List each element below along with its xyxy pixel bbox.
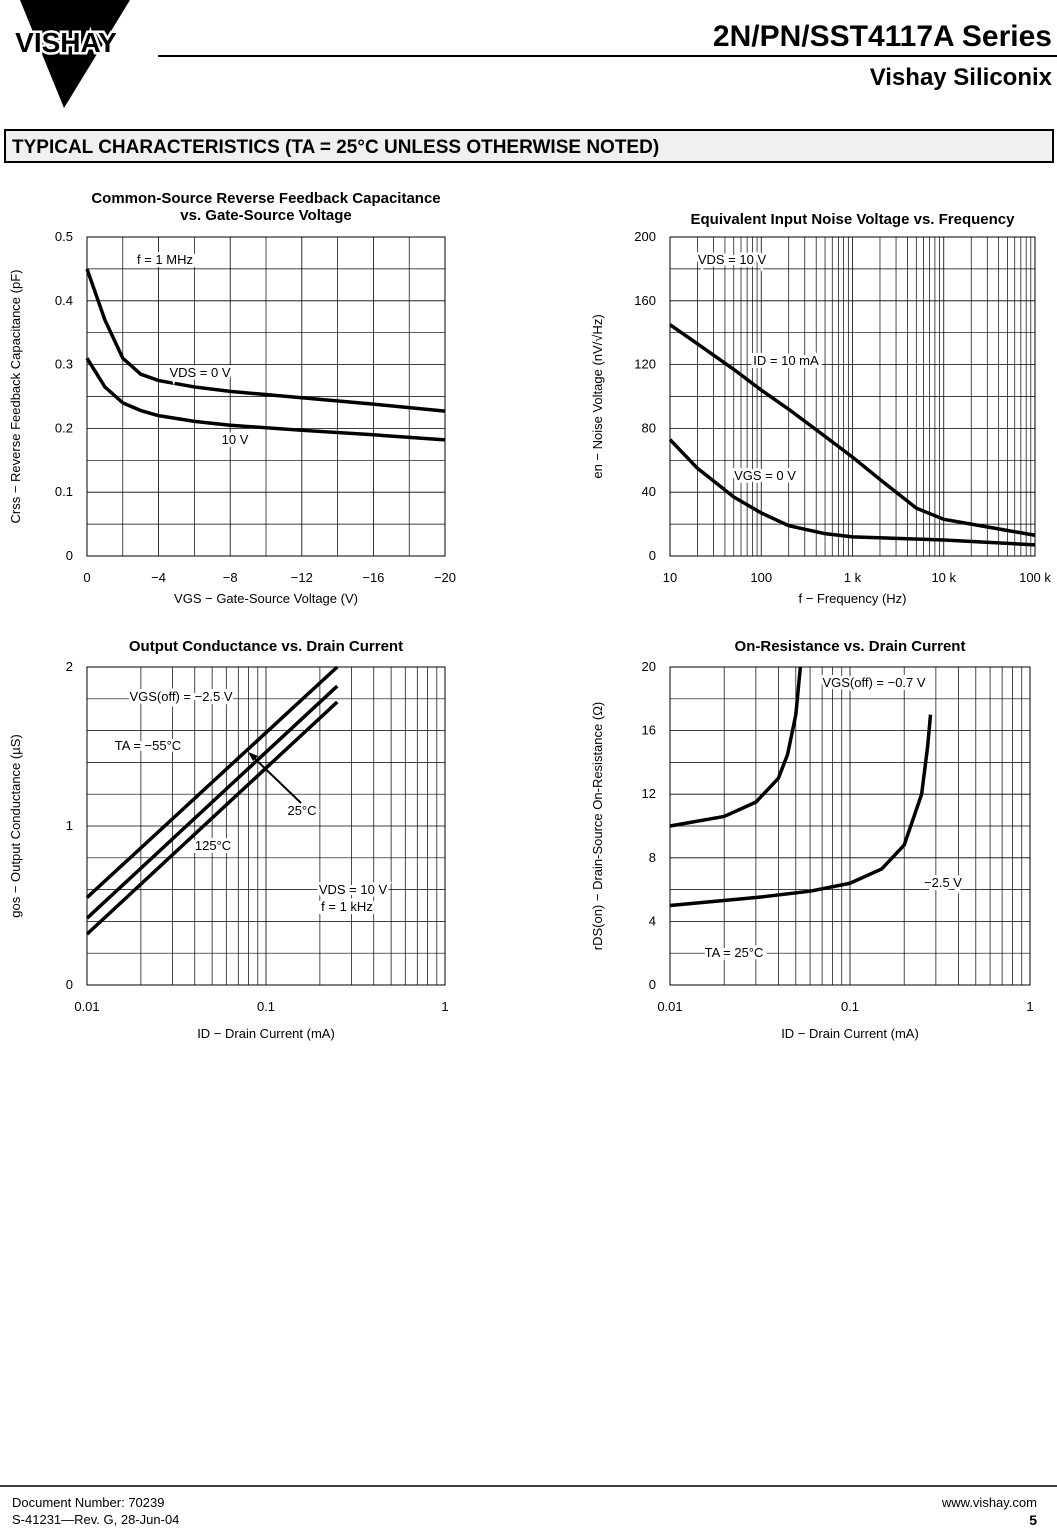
x-tick-label: 0 [83,570,90,585]
curve [85,268,446,413]
annotation: VDS = 10 V [698,252,767,267]
y-tick-label: 0.1 [55,484,73,499]
y-tick-label: 12 [642,786,656,801]
series-label: ID = 10 mA [753,353,819,368]
y-axis-label: rDS(on) − Drain-Source On-Resistance (Ω) [590,702,605,951]
y-tick-label: 0 [66,548,73,563]
series-label: TA = −55°C [115,738,181,753]
series-label: VGS(off) = −0.7 V [822,675,925,690]
y-tick-label: 0 [649,548,656,563]
x-tick-label: −16 [362,570,384,585]
x-tick-label: 100 k [1019,570,1051,585]
annotation: f = 1 MHz [137,252,193,267]
y-tick-label: 20 [642,659,656,674]
y-tick-label: 0.4 [55,293,73,308]
curve [85,700,339,936]
series-label: VDS = 0 V [169,365,230,380]
series-label: VGS = 0 V [734,468,796,483]
y-axis-label: en − Noise Voltage (nV/√Hz) [590,314,605,478]
x-tick-label: 1 [441,999,448,1014]
y-tick-label: 0 [649,977,656,992]
logo: VISHAY [15,27,117,58]
curve [85,665,339,899]
chart-title: Common-Source Reverse Feedback Capacitan… [91,190,440,207]
x-tick-label: 10 k [931,570,956,585]
page-number: 5 [1029,1512,1037,1527]
x-tick-label: −12 [291,570,313,585]
x-tick-label: 1 k [844,570,862,585]
y-tick-label: 0 [66,977,73,992]
x-tick-label: 0.1 [841,999,859,1014]
y-axis-label: gos − Output Conductance (µS) [8,734,23,917]
y-tick-label: 16 [642,723,656,738]
revision: S-41231—Rev. G, 28-Jun-04 [12,1512,179,1527]
y-tick-label: 160 [634,293,656,308]
y-tick-label: 2 [66,659,73,674]
y-tick-label: 0.3 [55,357,73,372]
x-axis-label: VGS − Gate-Source Voltage (V) [174,591,358,606]
y-axis-label: Crss − Reverse Feedback Capacitance (pF) [8,270,23,524]
annotation: TA = 25°C [705,945,764,960]
chart-title: vs. Gate-Source Voltage [180,207,351,224]
y-tick-label: 1 [66,818,73,833]
series-label: 25°C [287,803,316,818]
y-tick-label: 80 [642,420,656,435]
x-tick-label: −8 [223,570,238,585]
x-tick-label: 10 [663,570,677,585]
section-heading: TYPICAL CHARACTERISTICS (TA = 25°C UNLES… [12,137,659,158]
x-axis-label: ID − Drain Current (mA) [781,1026,919,1041]
series-label: 125°C [195,838,231,853]
curve [669,666,803,828]
plot-frame [669,236,1036,557]
series-label: −2.5 V [924,875,962,890]
chart-title: Equivalent Input Noise Voltage vs. Frequ… [691,211,1016,228]
annotation: VGS(off) = −2.5 V [129,689,232,704]
x-tick-label: 1 [1026,999,1033,1014]
y-tick-label: 200 [634,229,656,244]
chart-title: On-Resistance vs. Drain Current [735,638,966,655]
doc-subtitle: Vishay Siliconix [870,64,1053,91]
curve [669,714,933,908]
y-tick-label: 8 [649,850,656,865]
doc-title: 2N/PN/SST4117A Series [713,20,1052,53]
y-tick-label: 120 [634,357,656,372]
curve [668,438,1036,547]
annotation: f = 1 kHz [321,899,373,914]
doc-number: Document Number: 70239 [12,1495,164,1510]
x-axis-label: f − Frequency (Hz) [798,591,906,606]
plot-frame [86,666,446,986]
x-axis-label: ID − Drain Current (mA) [197,1026,335,1041]
series-label: 10 V [222,432,249,447]
x-tick-label: 0.1 [257,999,275,1014]
arrow-head [248,752,258,761]
y-tick-label: 0.5 [55,229,73,244]
url: www.vishay.com [941,1495,1037,1510]
x-tick-label: 0.01 [657,999,682,1014]
logo-shape [20,0,130,108]
y-tick-label: 4 [649,913,656,928]
section-box [4,129,1054,163]
y-tick-label: 0.2 [55,420,73,435]
curve [85,684,339,920]
x-tick-label: −20 [434,570,456,585]
x-tick-label: 100 [750,570,772,585]
x-tick-label: 0.01 [74,999,99,1014]
curve [85,357,446,442]
plot-frame [86,236,446,557]
x-tick-label: −4 [151,570,166,585]
chart-title: Output Conductance vs. Drain Current [129,638,403,655]
arrow [249,753,302,804]
curve [668,323,1036,537]
y-tick-label: 40 [642,484,656,499]
annotation: VDS = 10 V [319,882,388,897]
